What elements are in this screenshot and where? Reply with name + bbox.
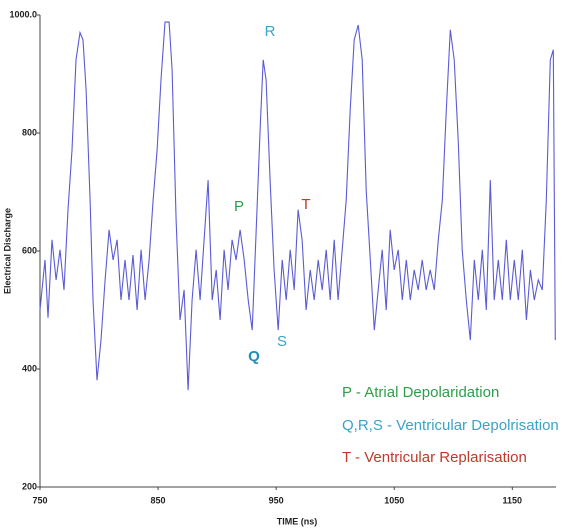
y-tick-label: 1000.0 xyxy=(9,9,37,19)
wave-letter: R xyxy=(265,23,276,40)
y-tick-label: 800 xyxy=(22,127,37,137)
y-tick-label: 400 xyxy=(22,363,37,373)
legend-note: P - Atrial Depolaridation xyxy=(342,384,499,401)
y-tick-label: 200 xyxy=(22,481,37,491)
y-tick-label: 600 xyxy=(22,245,37,255)
wave-letter: P xyxy=(234,198,244,215)
legend-note: T - Ventricular Replarisation xyxy=(342,449,527,466)
x-axis-label: TIME (ns) xyxy=(277,516,318,526)
x-tick-label: 1050 xyxy=(384,495,404,505)
legend-note: Q,R,S - Ventricular Depolrisation xyxy=(342,417,559,434)
wave-letter: S xyxy=(277,333,287,350)
x-tick-label: 1150 xyxy=(503,495,523,505)
x-tick-label: 850 xyxy=(151,495,166,505)
x-tick-label: 750 xyxy=(32,495,47,505)
signal-line xyxy=(39,21,556,391)
y-axis-label: Electrical Discharge xyxy=(2,208,12,294)
x-tick-label: 950 xyxy=(269,495,284,505)
wave-letter: T xyxy=(301,196,310,213)
wave-letter: Q xyxy=(248,348,260,365)
